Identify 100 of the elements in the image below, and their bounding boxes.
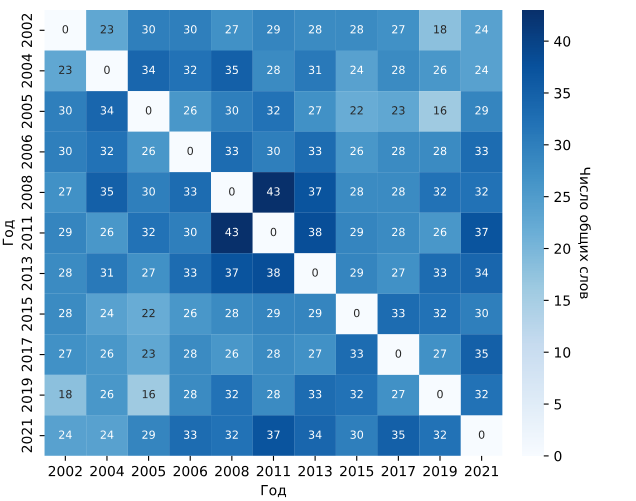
data-label: 43 [225, 228, 238, 236]
data-label: 26 [434, 228, 446, 236]
data-label: 28 [392, 146, 405, 156]
data-label: 28 [434, 146, 446, 156]
data-label: 23 [59, 66, 72, 74]
data-label: 30 [184, 228, 197, 236]
data-label: 30 [142, 187, 155, 196]
x-tick-label: 2006 [174, 466, 208, 476]
data-label: 0 [104, 66, 110, 74]
data-label: 23 [392, 106, 405, 115]
data-label: 27 [392, 25, 404, 34]
data-label: 37 [226, 268, 238, 277]
data-label: 24 [350, 66, 364, 74]
data-label: 24 [59, 430, 72, 439]
data-label: 30 [267, 146, 280, 156]
data-label: 0 [270, 228, 276, 236]
data-label: 29 [350, 228, 364, 236]
data-label: 38 [267, 268, 280, 277]
data-label: 28 [184, 349, 197, 358]
data-label: 38 [308, 228, 322, 236]
color-bar-label: 10 [555, 347, 570, 358]
data-label: 32 [226, 390, 238, 398]
data-label: 27 [226, 25, 238, 34]
data-label: 16 [434, 106, 446, 115]
data-label: 35 [392, 430, 404, 439]
data-label: 32 [226, 430, 238, 439]
data-label: 28 [308, 25, 322, 34]
x-axis-title: Год [262, 485, 286, 498]
y-tick-label: 2002 [22, 14, 32, 47]
data-label: 37 [308, 187, 322, 196]
data-label: 27 [392, 390, 404, 398]
data-label: 33 [350, 349, 363, 358]
data-label: 32 [434, 187, 446, 196]
data-label: 24 [100, 430, 114, 439]
data-label: 22 [142, 308, 155, 318]
y-tick-label: 2021 [22, 419, 32, 452]
data-label: 35 [100, 187, 114, 196]
data-label: 32 [267, 106, 280, 115]
x-tick-label: 2011 [256, 466, 290, 476]
data-label: 30 [142, 25, 155, 34]
data-label: 27 [59, 187, 72, 196]
color-bar-label: 0 [554, 450, 562, 462]
color-bar-label: 5 [554, 399, 562, 410]
color-bar-title: Число общих слов [578, 168, 591, 299]
y-tick-label: 2006 [22, 135, 32, 169]
data-label: 26 [350, 146, 364, 156]
data-label: 31 [100, 268, 114, 277]
data-label: 37 [475, 228, 488, 236]
data-label: 26 [184, 106, 197, 115]
data-label: 24 [475, 66, 488, 74]
data-label: 29 [475, 106, 488, 115]
data-label: 28 [350, 187, 364, 196]
y-tick-label: 2019 [22, 378, 32, 412]
data-label: 0 [229, 187, 235, 196]
data-label: 33 [184, 430, 196, 439]
data-label: 30 [184, 25, 197, 34]
data-label: 35 [475, 349, 488, 358]
data-label: 28 [392, 187, 405, 196]
data-label: 27 [308, 349, 322, 358]
x-tick-label: 2008 [215, 466, 249, 476]
data-label: 28 [59, 268, 72, 277]
data-label: 28 [392, 66, 405, 74]
data-label: 0 [312, 268, 318, 277]
data-label: 33 [184, 268, 196, 277]
data-label: 16 [142, 390, 155, 398]
x-tick-label: 2002 [48, 466, 82, 476]
data-label: 29 [350, 268, 364, 277]
y-tick-label: 2008 [22, 176, 32, 210]
data-label: 30 [59, 146, 72, 156]
data-label: 22 [350, 106, 363, 114]
data-label: 33 [308, 390, 322, 398]
data-label: 32 [142, 228, 155, 236]
data-label: 34 [100, 106, 114, 115]
data-label: 18 [434, 25, 446, 34]
data-label: 28 [184, 390, 197, 398]
data-label: 28 [226, 308, 238, 318]
data-label: 26 [100, 228, 114, 236]
color-bar-label: 20 [554, 243, 570, 254]
data-label: 26 [184, 308, 197, 318]
y-tick-label: 2017 [22, 338, 32, 372]
x-tick-label: 2017 [382, 466, 415, 476]
data-label: 37 [267, 430, 280, 439]
data-label: 26 [226, 349, 238, 358]
y-tick-label: 2004 [22, 54, 32, 88]
color-bar-label: 35 [554, 88, 570, 98]
y-tick-label: 2015 [22, 298, 32, 331]
color-bar-label: 40 [554, 36, 570, 47]
data-label: 32 [475, 390, 488, 398]
data-label: 23 [100, 25, 114, 34]
y-tick-label: 2013 [22, 256, 32, 290]
data-label: 32 [100, 146, 113, 156]
data-label: 0 [478, 430, 484, 439]
x-tick-label: 2015 [340, 466, 374, 476]
data-label: 32 [434, 430, 446, 439]
data-label: 0 [62, 25, 68, 34]
data-label: 27 [308, 106, 322, 114]
data-label: 31 [308, 66, 322, 74]
data-label: 29 [267, 25, 280, 34]
x-tick-label: 2021 [464, 466, 498, 476]
data-label: 0 [437, 390, 443, 398]
